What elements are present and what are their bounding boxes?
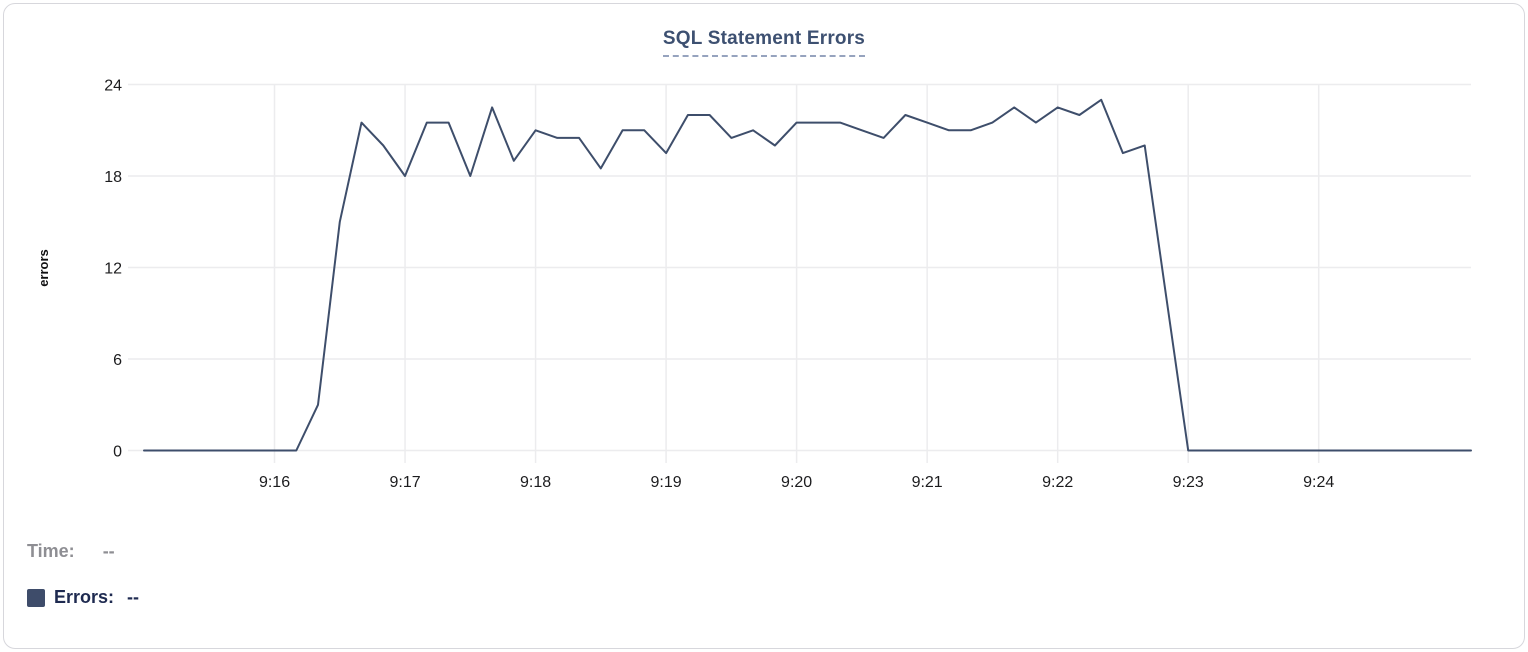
y-tick-label: 12 — [104, 261, 122, 278]
legend-errors-label: Errors: — [54, 587, 115, 607]
legend-time-value: -- — [102, 541, 115, 561]
y-tick-label: 18 — [104, 169, 122, 186]
chart-canvas[interactable]: 0 6 12 18 24 9:16 9:17 9:18 9:19 9:20 9:21 9:22 9:23… — [0, 0, 1528, 510]
chart-header: SQL Statement Errors — [0, 28, 1528, 57]
y-tick-label: 0 — [113, 444, 122, 461]
x-tick-label: 9:18 — [520, 474, 551, 491]
x-tick-label: 9:21 — [912, 474, 943, 491]
y-tick-label: 24 — [104, 78, 122, 95]
x-tick-label: 9:16 — [259, 474, 290, 491]
x-tick-label: 9:23 — [1173, 474, 1204, 491]
y-axis-label: errors — [36, 249, 51, 287]
errors-series-line — [143, 98, 1472, 452]
chart-panel — [3, 3, 1525, 649]
legend-errors-value: -- — [127, 587, 140, 607]
legend-errors-row[interactable]: Errors: -- — [27, 587, 139, 608]
x-tick-label: 9:20 — [781, 474, 812, 491]
x-tick-label: 9:22 — [1042, 474, 1073, 491]
legend-time-label: Time: — [27, 541, 75, 561]
legend-time-row: Time: -- — [27, 541, 115, 562]
x-tick-label: 9:17 — [389, 474, 420, 491]
x-tick-label: 9:24 — [1303, 474, 1334, 491]
chart-title[interactable]: SQL Statement Errors — [662, 28, 866, 57]
errors-series-swatch — [27, 588, 45, 607]
y-tick-label: 6 — [113, 352, 122, 369]
x-tick-label: 9:19 — [651, 474, 682, 491]
